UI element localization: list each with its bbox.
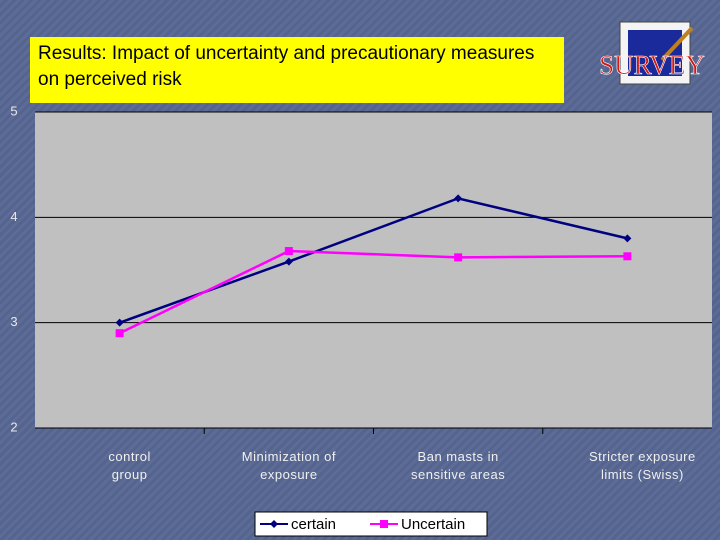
y-tick-label: 2 bbox=[10, 419, 17, 434]
plot-area bbox=[35, 112, 712, 428]
x-tick-label: control group bbox=[108, 449, 151, 482]
logo-text: SURVEY bbox=[599, 50, 705, 80]
logo-pencil bbox=[660, 26, 694, 62]
marker bbox=[454, 253, 463, 262]
marker bbox=[454, 194, 463, 203]
y-tick-label: 5 bbox=[10, 103, 17, 118]
marker bbox=[284, 257, 293, 266]
marker bbox=[115, 318, 124, 327]
marker bbox=[270, 520, 278, 528]
marker bbox=[284, 247, 293, 256]
legend-label: Uncertain bbox=[401, 516, 465, 533]
chart-title: Results: Impact of uncertainty and preca… bbox=[30, 37, 564, 103]
legend-label: certain bbox=[291, 516, 336, 533]
marker bbox=[380, 520, 388, 528]
marker bbox=[623, 234, 632, 243]
x-tick-label: Stricter exposure limits (Swiss) bbox=[588, 449, 696, 482]
logo-sheet bbox=[628, 30, 682, 76]
y-tick-label: 3 bbox=[10, 314, 17, 329]
marker bbox=[115, 329, 124, 338]
x-tick-label: Minimization of exposure bbox=[241, 449, 336, 482]
y-tick-label: 4 bbox=[10, 209, 17, 224]
logo: SURVEY bbox=[599, 21, 705, 85]
series-line bbox=[119, 249, 628, 335]
marker bbox=[623, 252, 632, 261]
x-tick-label: Ban masts in sensitive areas bbox=[411, 449, 506, 482]
